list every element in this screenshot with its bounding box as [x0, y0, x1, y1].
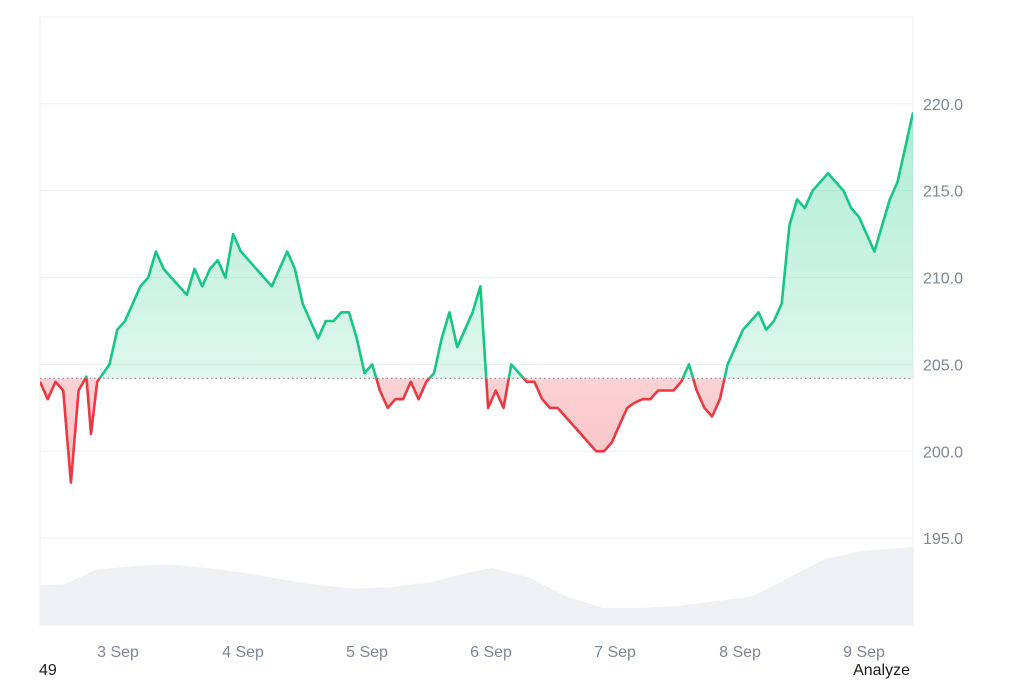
- footer-left-text: 49: [39, 662, 57, 679]
- y-tick-label: 205.0: [923, 357, 963, 374]
- analyze-link[interactable]: Analyze: [853, 662, 910, 679]
- price-line-above: [83, 112, 913, 379]
- y-tick-label: 215.0: [923, 184, 963, 201]
- volume-area: [40, 547, 913, 625]
- y-tick-label: 195.0: [923, 531, 963, 548]
- x-tick-label: 8 Sep: [719, 644, 761, 661]
- area-above-baseline: [85, 112, 913, 379]
- x-tick-label: 7 Sep: [594, 644, 636, 661]
- y-tick-label: 220.0: [923, 97, 963, 114]
- x-tick-label: 9 Sep: [843, 644, 885, 661]
- x-tick-label: 3 Sep: [97, 644, 139, 661]
- x-tick-label: 4 Sep: [222, 644, 264, 661]
- y-tick-label: 200.0: [923, 444, 963, 461]
- y-tick-label: 210.0: [923, 271, 963, 288]
- x-tick-label: 5 Sep: [346, 644, 388, 661]
- x-tick-label: 6 Sep: [470, 644, 512, 661]
